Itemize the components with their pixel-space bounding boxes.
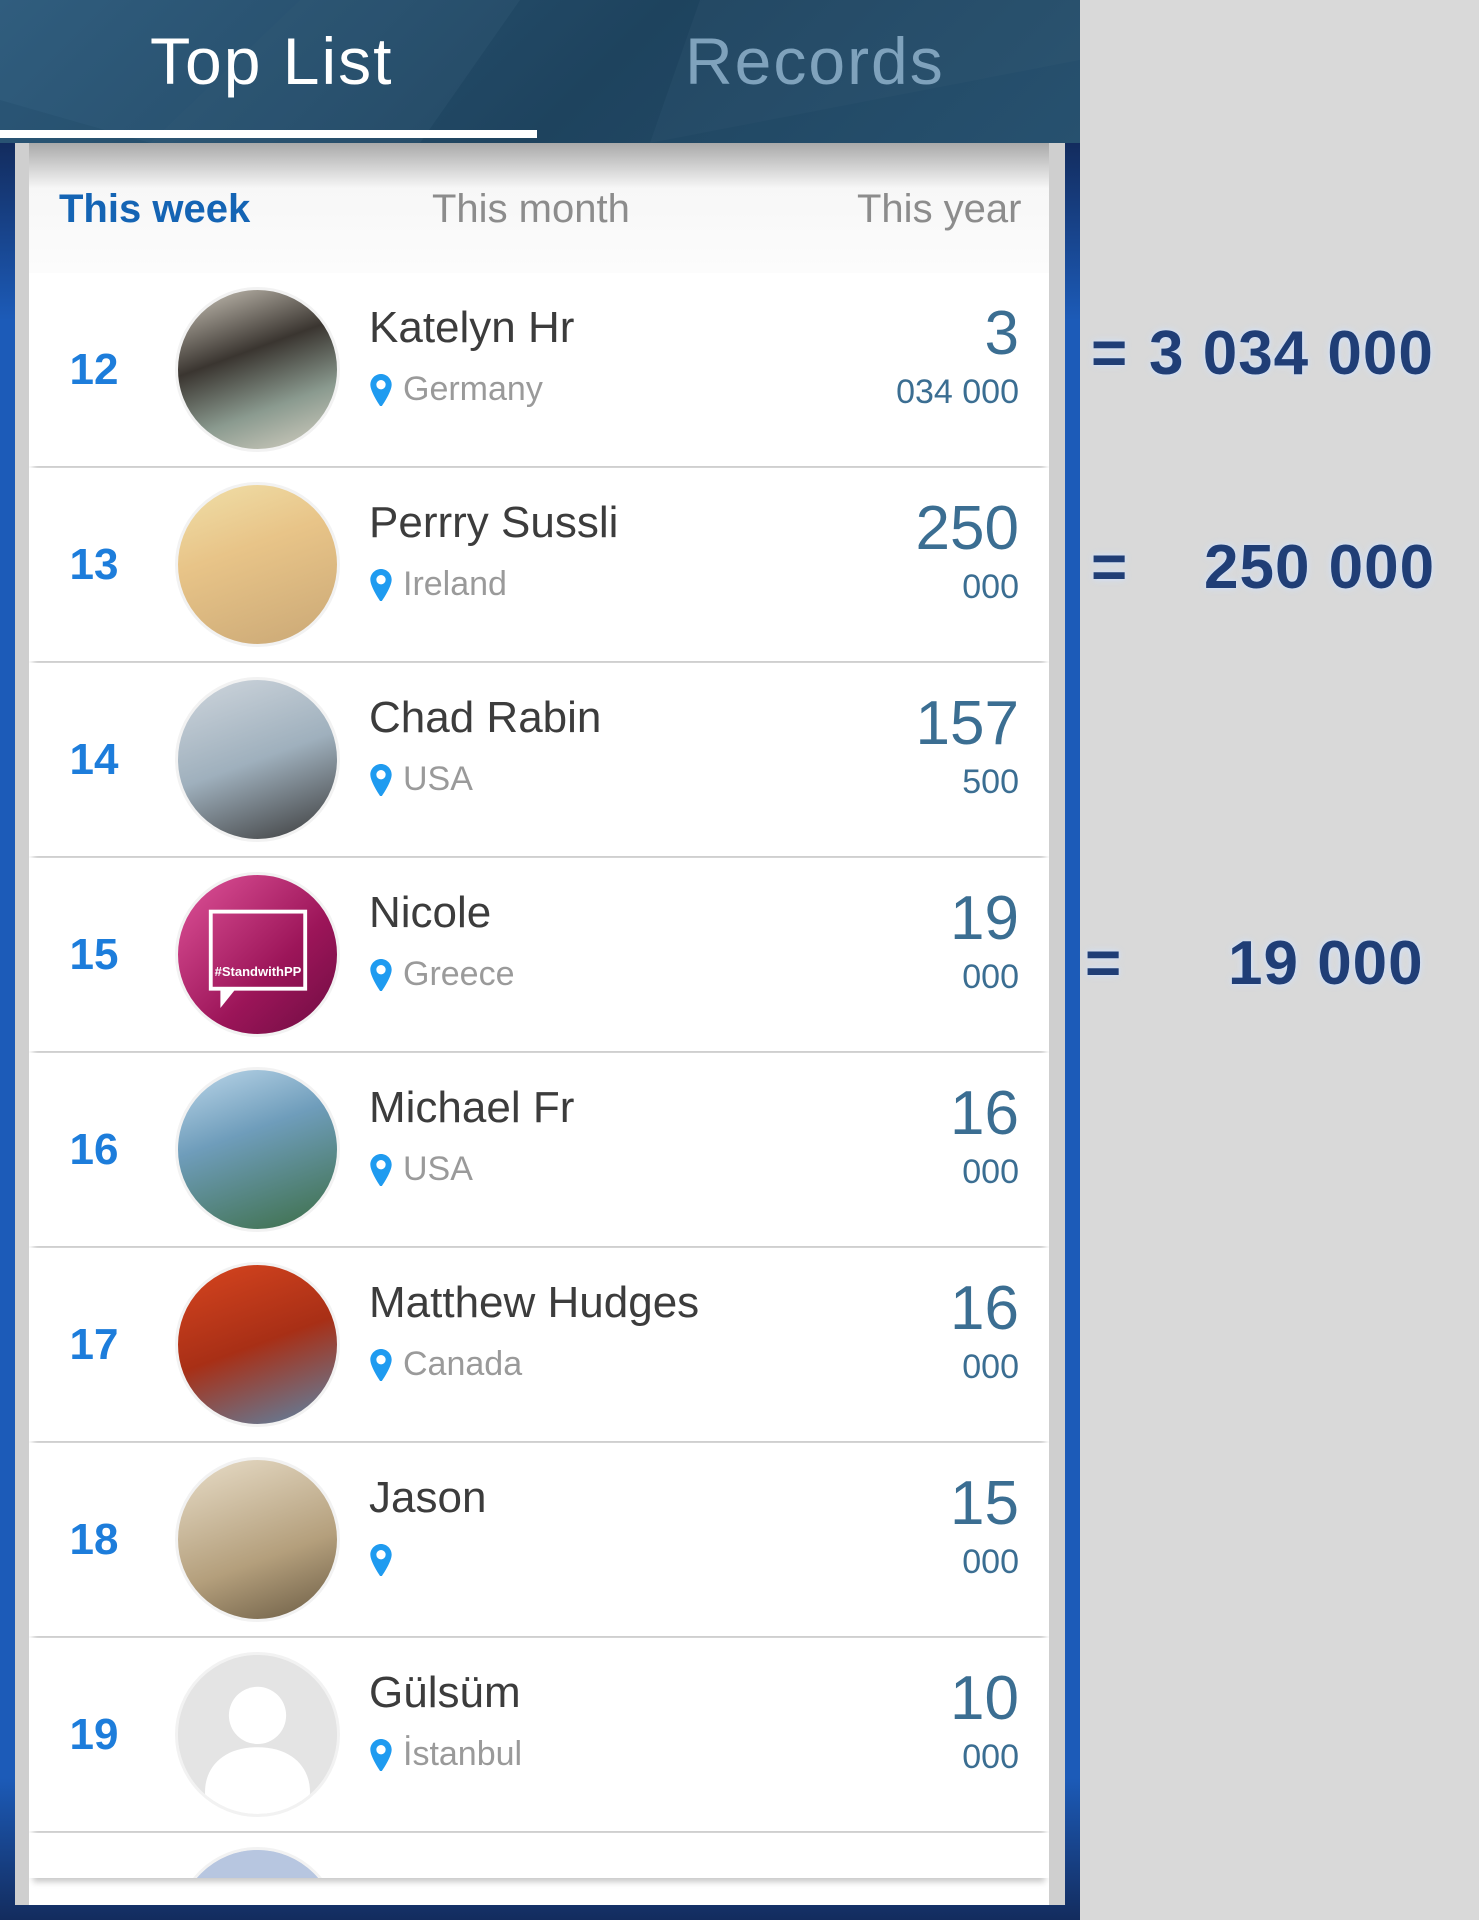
svg-text:#StandwithPP: #StandwithPP bbox=[215, 964, 302, 979]
